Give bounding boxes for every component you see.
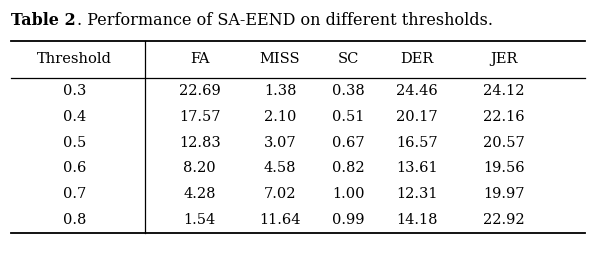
Text: 16.57: 16.57 xyxy=(396,135,438,150)
Text: 3.07: 3.07 xyxy=(264,135,296,150)
Text: 0.38: 0.38 xyxy=(333,84,365,98)
Text: 19.56: 19.56 xyxy=(483,161,524,176)
Text: 0.7: 0.7 xyxy=(63,187,86,201)
Text: 22.16: 22.16 xyxy=(483,110,524,124)
Text: 17.57: 17.57 xyxy=(179,110,221,124)
Text: 11.64: 11.64 xyxy=(259,213,301,227)
Text: 20.57: 20.57 xyxy=(483,135,524,150)
Text: 0.4: 0.4 xyxy=(63,110,86,124)
Text: 22.69: 22.69 xyxy=(179,84,221,98)
Text: 22.92: 22.92 xyxy=(483,213,524,227)
Text: MISS: MISS xyxy=(260,52,300,67)
Text: 0.5: 0.5 xyxy=(63,135,86,150)
Text: 8.20: 8.20 xyxy=(184,161,216,176)
Text: 0.51: 0.51 xyxy=(333,110,365,124)
Text: 7.02: 7.02 xyxy=(264,187,296,201)
Text: 13.61: 13.61 xyxy=(396,161,438,176)
Text: 12.31: 12.31 xyxy=(396,187,438,201)
Text: 0.82: 0.82 xyxy=(333,161,365,176)
Text: 1.38: 1.38 xyxy=(264,84,296,98)
Text: 12.83: 12.83 xyxy=(179,135,221,150)
Text: 0.67: 0.67 xyxy=(333,135,365,150)
Text: 4.28: 4.28 xyxy=(184,187,216,201)
Text: SC: SC xyxy=(338,52,359,67)
Text: DER: DER xyxy=(401,52,434,67)
Text: . Performance of SA-EEND on different thresholds.: . Performance of SA-EEND on different th… xyxy=(77,12,493,29)
Text: 19.97: 19.97 xyxy=(483,187,524,201)
Text: 14.18: 14.18 xyxy=(396,213,438,227)
Text: 0.8: 0.8 xyxy=(63,213,86,227)
Text: 0.99: 0.99 xyxy=(333,213,365,227)
Text: Table 2: Table 2 xyxy=(11,12,76,29)
Text: 2.10: 2.10 xyxy=(264,110,296,124)
Text: 20.17: 20.17 xyxy=(396,110,438,124)
Text: Threshold: Threshold xyxy=(37,52,112,67)
Text: 24.12: 24.12 xyxy=(483,84,524,98)
Text: 0.3: 0.3 xyxy=(63,84,86,98)
Text: FA: FA xyxy=(190,52,209,67)
Text: 1.54: 1.54 xyxy=(184,213,216,227)
Text: 0.6: 0.6 xyxy=(63,161,86,176)
Text: 4.58: 4.58 xyxy=(264,161,296,176)
Text: 1.00: 1.00 xyxy=(333,187,365,201)
Text: JER: JER xyxy=(490,52,517,67)
Text: 24.46: 24.46 xyxy=(396,84,438,98)
